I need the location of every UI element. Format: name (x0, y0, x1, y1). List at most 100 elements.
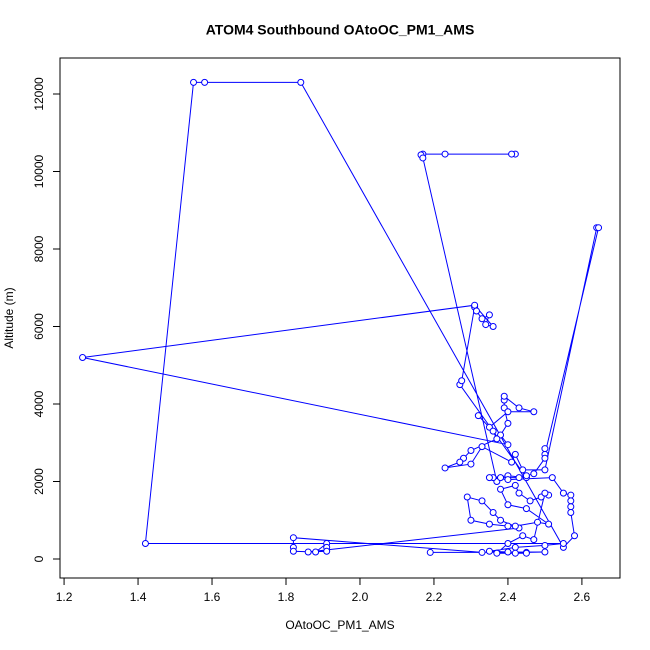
data-point (522, 505, 530, 513)
data-point (515, 404, 523, 412)
data-point (289, 534, 297, 542)
y-tick-label: 0 (32, 555, 46, 562)
data-point (545, 520, 553, 528)
y-tick-label: 2000 (32, 468, 46, 495)
data-point (522, 472, 530, 480)
data-point (548, 474, 556, 482)
data-point (141, 540, 149, 548)
data-point (289, 547, 297, 555)
data-point (426, 548, 434, 556)
data-point (519, 532, 527, 540)
data-point (474, 412, 482, 420)
y-tick-label: 8000 (32, 235, 46, 262)
data-point (485, 547, 493, 555)
y-tick-label: 4000 (32, 390, 46, 417)
data-point (504, 408, 512, 416)
data-point (467, 460, 475, 468)
y-tick-label: 10000 (32, 154, 46, 188)
data-point (458, 377, 466, 385)
data-point (541, 541, 549, 549)
x-axis-label: OAtoOC_PM1_AMS (285, 618, 394, 632)
data-point (515, 489, 523, 497)
data-point (190, 78, 198, 86)
data-point (500, 392, 508, 400)
data-point (567, 497, 575, 505)
data-point (485, 474, 493, 482)
data-point (567, 503, 575, 511)
data-point (526, 497, 534, 505)
data-point (530, 470, 538, 478)
data-point (541, 445, 549, 453)
data-point (541, 489, 549, 497)
data-point (497, 516, 505, 524)
data-point (489, 323, 497, 331)
data-point (508, 458, 516, 466)
data-point (511, 450, 519, 458)
data-point (497, 485, 505, 493)
data-point (463, 493, 471, 501)
data-point (485, 311, 493, 319)
data-line (82, 81, 600, 554)
data-point (79, 354, 87, 362)
data-point (511, 522, 519, 530)
data-point (559, 540, 567, 548)
data-point (312, 548, 320, 556)
data-point (441, 464, 449, 472)
x-tick-label: 2.2 (426, 590, 443, 604)
y-axis-label: Altitude (m) (2, 287, 16, 348)
data-point (595, 224, 603, 232)
data-point (522, 549, 530, 557)
data-point (478, 315, 486, 323)
data-point (530, 536, 538, 544)
x-tick-label: 2.4 (500, 590, 517, 604)
chart-title: ATOM4 Southbound OAtoOC_PM1_AMS (206, 22, 475, 38)
data-point (489, 427, 497, 435)
data-point (497, 474, 505, 482)
x-tick-label: 2.0 (352, 590, 369, 604)
data-point (467, 447, 475, 455)
data-point (493, 549, 501, 557)
data-point (504, 548, 512, 556)
data-point (485, 520, 493, 528)
data-point (504, 540, 512, 548)
data-point (471, 301, 479, 309)
data-point (541, 548, 549, 556)
data-point (534, 518, 542, 526)
data-point (504, 501, 512, 509)
data-point (493, 435, 501, 443)
data-point (511, 543, 519, 551)
data-point (519, 466, 527, 474)
data-point (478, 548, 486, 556)
x-tick-label: 1.4 (130, 590, 147, 604)
data-point (504, 522, 512, 530)
data-point (472, 307, 480, 315)
data-point (567, 491, 575, 499)
data-point (541, 466, 549, 474)
data-point (504, 419, 512, 427)
plot-frame (59, 57, 621, 579)
data-point (511, 481, 519, 489)
x-tick-label: 1.2 (56, 590, 73, 604)
data-point (456, 458, 464, 466)
data-point (441, 150, 449, 158)
data-point (508, 150, 516, 158)
data-point (504, 476, 512, 484)
data-point (571, 532, 579, 540)
y-tick-label: 6000 (32, 313, 46, 340)
data-point (541, 454, 549, 462)
x-tick-label: 1.6 (204, 590, 221, 604)
data-point (530, 408, 538, 416)
data-point (482, 321, 490, 329)
data-point (323, 547, 331, 555)
x-tick-label: 2.6 (574, 590, 591, 604)
data-point (297, 78, 305, 86)
data-point (515, 474, 523, 482)
data-point (489, 509, 497, 517)
data-point (504, 441, 512, 449)
y-tick-label: 12000 (32, 77, 46, 111)
data-point (304, 548, 312, 556)
data-point (467, 516, 475, 524)
data-point (419, 154, 427, 162)
data-point (511, 549, 519, 557)
